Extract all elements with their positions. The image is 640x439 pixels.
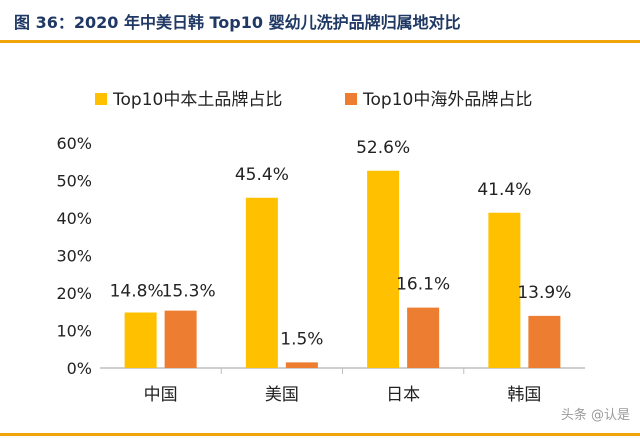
- x-tick-label: 美国: [265, 385, 299, 405]
- legend-label-1: Top10中海外品牌占比: [362, 90, 532, 110]
- legend-swatch-1: [345, 93, 357, 105]
- legend-swatch-0: [95, 93, 107, 105]
- y-tick-label: 20%: [56, 284, 92, 303]
- y-tick-label: 10%: [56, 322, 92, 341]
- watermark: 头条 @认是: [560, 408, 630, 423]
- y-tick-label: 30%: [56, 247, 92, 266]
- data-label-domestic: 41.4%: [477, 180, 531, 200]
- bar-foreign: [285, 362, 318, 368]
- data-label-domestic: 14.8%: [110, 282, 164, 302]
- figure-title: 图 36：2020 年中美日韩 Top10 婴幼儿洗护品牌归属地对比: [14, 13, 461, 32]
- data-label-foreign: 13.9%: [517, 283, 571, 303]
- x-tick-label: 中国: [144, 385, 178, 405]
- legend-label-0: Top10中本土品牌占比: [112, 90, 282, 110]
- data-label-foreign: 15.3%: [162, 282, 216, 302]
- y-tick-label: 0%: [67, 359, 92, 378]
- x-tick-label: 日本: [386, 385, 420, 405]
- data-label-foreign: 16.1%: [396, 275, 450, 295]
- bar-foreign: [528, 315, 561, 368]
- title-rule: [0, 40, 640, 43]
- y-tick-label: 50%: [56, 172, 92, 191]
- bar-foreign: [407, 307, 440, 368]
- data-label-foreign: 1.5%: [280, 329, 323, 349]
- y-tick-label: 40%: [56, 209, 92, 228]
- data-label-domestic: 45.4%: [235, 165, 289, 185]
- x-tick-label: 韩国: [507, 385, 541, 405]
- bar-domestic: [245, 197, 278, 368]
- bar-domestic: [124, 312, 157, 368]
- y-tick-label: 60%: [56, 134, 92, 153]
- bar-domestic: [488, 212, 521, 368]
- data-label-domestic: 52.6%: [356, 138, 410, 158]
- bar-domestic: [367, 170, 400, 368]
- bottom-rule: [0, 433, 640, 436]
- bar-foreign: [164, 310, 197, 368]
